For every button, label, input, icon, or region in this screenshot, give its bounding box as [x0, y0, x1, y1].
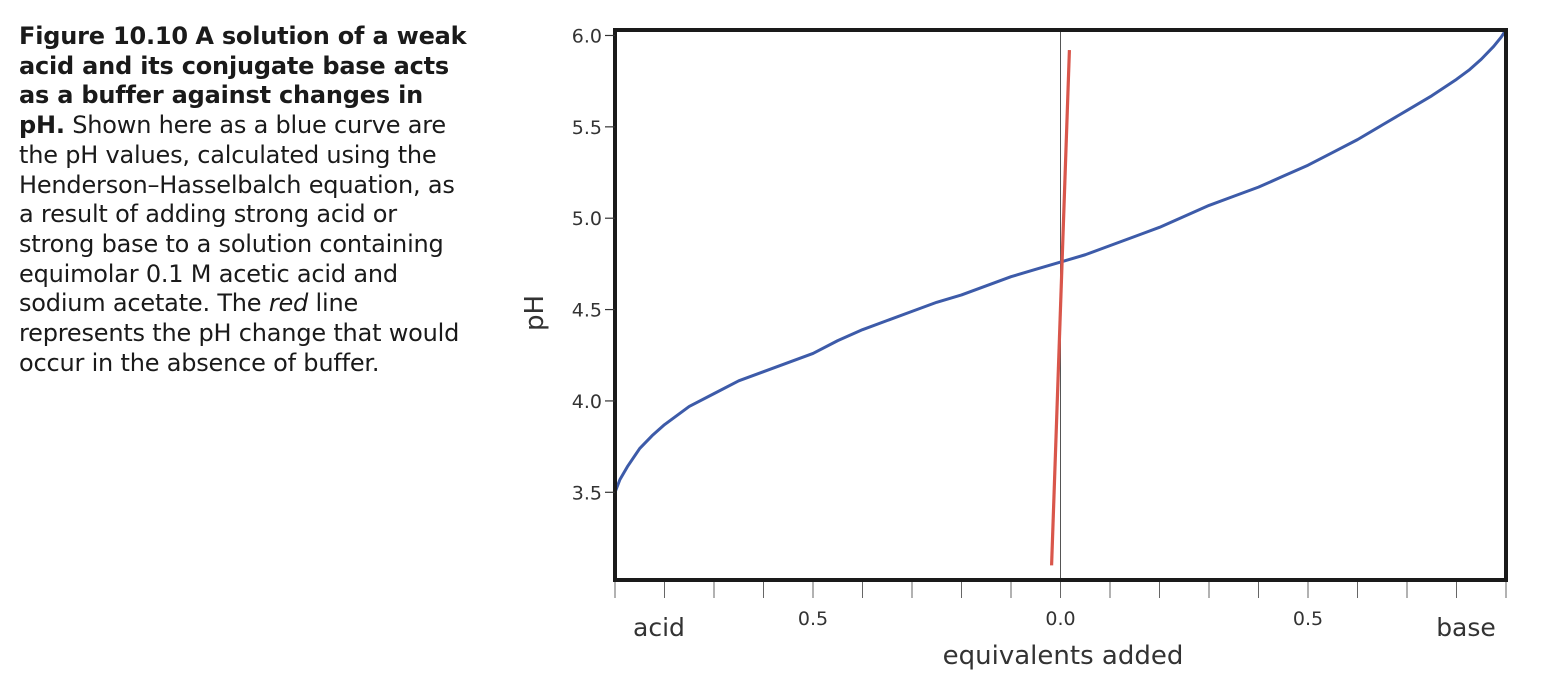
y-tick-label: 4.0	[572, 391, 602, 413]
y-tick-label: 5.0	[572, 208, 602, 230]
x-end-label-acid: acid	[633, 613, 685, 642]
y-axis: 3.5 4.0 4.5 5.0 5.5 6.0	[572, 25, 615, 504]
x-axis-title: equivalents added	[943, 641, 1184, 671]
y-tick-label: 4.5	[572, 300, 602, 322]
figure-caption: Figure 10.10 A solution of a weak acid a…	[19, 22, 469, 378]
x-end-label-base: base	[1436, 613, 1496, 642]
chart-series-group	[613, 29, 1508, 566]
x-tick-label: 0.5	[1293, 608, 1323, 630]
x-tick-label: 0.5	[798, 608, 828, 630]
caption-text-after-italic: line represents the pH change that would…	[19, 289, 460, 377]
x-axis: 0.5 0.0 0.5 acid base	[614, 582, 1507, 642]
y-axis-title: pH	[520, 295, 550, 331]
plot-frame	[613, 28, 1508, 582]
y-tick-label: 5.5	[572, 117, 602, 139]
caption-label: Figure 10.10	[19, 22, 188, 50]
caption-bold-text: A solution of a weak acid and its conjug…	[19, 22, 467, 140]
y-tick-label: 3.5	[572, 482, 602, 504]
caption-italic-word: red	[268, 289, 309, 318]
unbuffered-ph-line	[1049, 50, 1072, 566]
caption-text-before-italic: Shown here as a blue curve are the pH va…	[19, 111, 455, 318]
y-tick-label: 6.0	[572, 25, 602, 47]
x-tick-label: 0.0	[1045, 608, 1075, 630]
